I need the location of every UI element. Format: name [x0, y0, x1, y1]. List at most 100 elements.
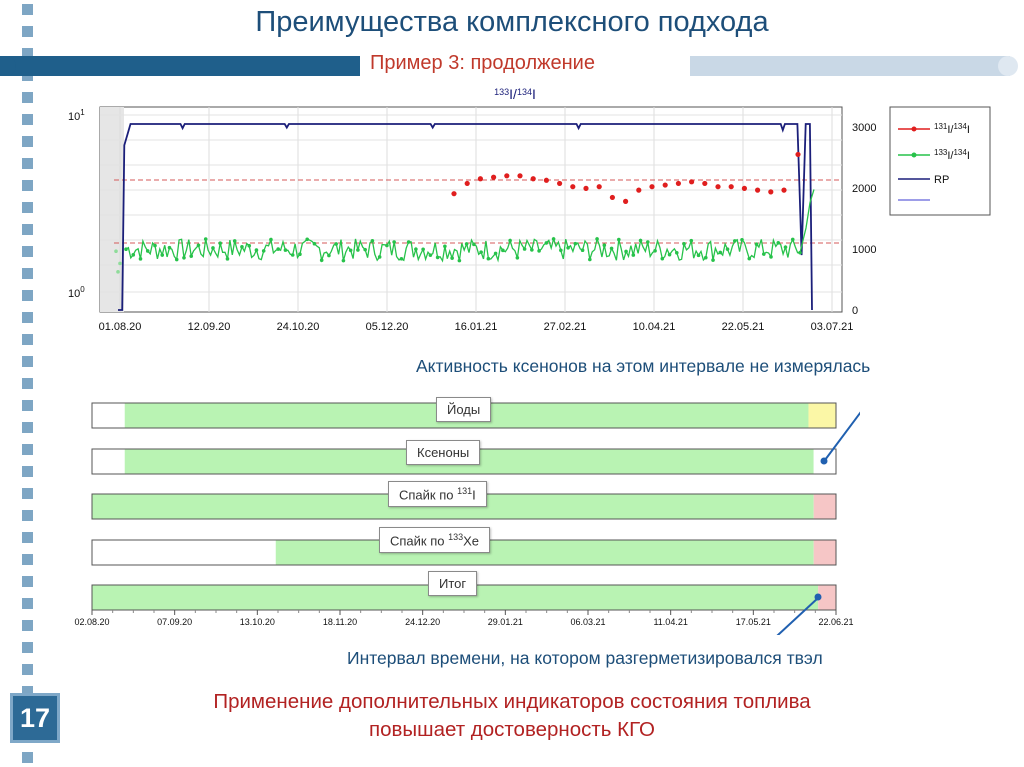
label-xenons: Ксеноны — [406, 440, 481, 465]
y-left-tick-label: 100 — [68, 285, 85, 300]
x-tick-label: 22.05.21 — [722, 321, 765, 333]
i131-point — [583, 185, 589, 191]
i131-point — [795, 151, 801, 158]
x-tick-label: 10.04.21 — [633, 321, 676, 333]
i131-point — [623, 198, 629, 204]
strip-square — [22, 466, 33, 477]
i131-point — [570, 184, 576, 190]
i133-point — [682, 242, 686, 246]
label-spike-133xe: Спайк по 133Xe — [379, 527, 491, 554]
spike-131-main: Спайк по — [399, 487, 458, 503]
i133-point — [290, 253, 295, 257]
i133-point — [298, 252, 302, 256]
i133-point — [674, 250, 679, 255]
i133-point — [203, 237, 208, 241]
i133-point — [283, 248, 288, 252]
i133-point — [486, 256, 491, 261]
i133-point — [740, 237, 744, 242]
i133-point — [385, 243, 389, 248]
bar-x-tick-label: 24.12.20 — [405, 617, 440, 627]
i131-point — [702, 180, 708, 187]
i133-point — [276, 247, 280, 251]
strip-square — [22, 224, 33, 235]
i133-point — [153, 243, 157, 248]
i131-point — [715, 184, 721, 190]
i133-point — [747, 256, 752, 261]
legend-label-131: 131I/134I — [934, 122, 970, 136]
i133-point — [617, 237, 621, 242]
i133-point — [530, 248, 534, 252]
i133-point — [399, 256, 404, 261]
bar-x-tick-label: 02.08.20 — [74, 617, 109, 627]
i131-point — [530, 176, 536, 182]
conclusion-text: Применение дополнительных индикаторов со… — [0, 688, 1024, 744]
i133-point — [138, 257, 143, 261]
i131-point — [504, 173, 510, 179]
y-right-tick-label: 1000 — [852, 244, 876, 256]
i131-series — [451, 151, 801, 204]
i133-point — [114, 249, 118, 254]
i133-point — [761, 252, 766, 256]
plot-frame — [99, 106, 843, 313]
i131-point — [464, 180, 470, 187]
y-right-tick-labels: 0 1000 2000 3000 — [852, 122, 876, 317]
pointer-dot-interval — [814, 593, 822, 601]
i133-point — [472, 242, 476, 247]
strip-square — [22, 576, 33, 587]
i133-point — [703, 255, 708, 260]
x-tick-label: 12.09.20 — [188, 321, 231, 333]
i133-point — [370, 238, 375, 243]
i133-point — [145, 249, 150, 253]
i133-point — [305, 237, 309, 242]
strip-square — [22, 400, 33, 411]
rp-line — [118, 123, 813, 311]
i131-point — [477, 176, 483, 182]
i133-point — [363, 247, 367, 252]
top-band-end-right — [998, 56, 1018, 76]
strip-square — [22, 664, 33, 675]
slide-title: Преимущества комплексного подхода — [255, 6, 769, 38]
i131-point — [596, 184, 602, 190]
i131-point — [451, 191, 457, 197]
legend-marker-133 — [911, 152, 917, 158]
ratio-chart: 133I/134I 01.08.20 12.09.20 24.10.20 05.12.… — [68, 86, 991, 333]
i133-point — [609, 246, 614, 251]
i133-point — [240, 244, 244, 249]
i133-point — [646, 240, 650, 244]
i133-point — [754, 242, 759, 247]
i133-point — [580, 248, 585, 253]
i133-point — [624, 249, 628, 254]
bar-segment — [813, 540, 836, 565]
legend-frame — [889, 106, 991, 216]
i133-point — [189, 254, 194, 258]
i133-point — [479, 250, 483, 254]
label-total: Итог — [428, 571, 478, 596]
i133-point — [319, 258, 324, 263]
bar-x-tick-label: 17.05.21 — [736, 617, 771, 627]
x-tick-label: 05.12.20 — [366, 321, 409, 333]
i133-point — [544, 241, 549, 245]
strip-square — [22, 136, 33, 147]
strip-square — [22, 620, 33, 631]
left-square-strip — [22, 4, 33, 763]
y-right-tick-label: 0 — [852, 305, 858, 317]
i133-point — [392, 240, 396, 244]
i133-point — [667, 252, 672, 257]
y-right-tick-label: 2000 — [852, 183, 876, 195]
legend-label-133: 133I/134I — [934, 148, 970, 162]
i133-point — [559, 248, 563, 253]
strip-square — [22, 378, 33, 389]
i133-point — [443, 244, 447, 249]
bar-segment — [92, 449, 125, 474]
spike-133-main: Спайк по — [390, 533, 449, 549]
strip-square — [22, 202, 33, 213]
i133-point — [174, 257, 179, 262]
i133-point — [522, 247, 527, 251]
strip-square — [22, 268, 33, 279]
bar-x-tick-label: 22.06.21 — [818, 617, 853, 627]
strip-square — [22, 554, 33, 565]
strip-square — [22, 290, 33, 301]
i133-point — [566, 245, 570, 250]
i133-point — [537, 249, 541, 253]
i133-point — [551, 237, 556, 241]
